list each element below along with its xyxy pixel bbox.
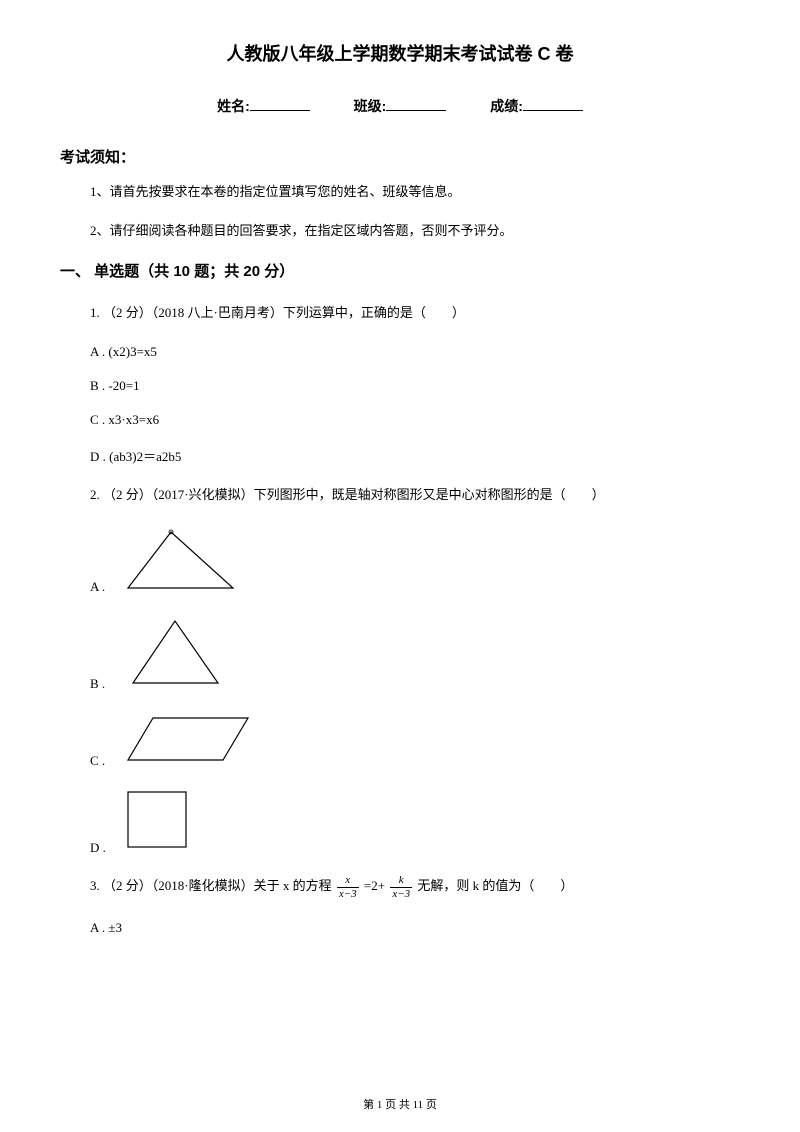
q3-frac1-num: x: [337, 875, 359, 888]
q1-b-text: B . -20=1: [90, 378, 140, 394]
name-label: 姓名:: [217, 98, 250, 114]
q2-option-c: C .: [90, 710, 740, 769]
q1-d-text: D . (ab3)2＝a2b5: [90, 446, 181, 465]
triangle-b-shape: [123, 613, 228, 692]
score-label: 成绩:: [490, 98, 523, 114]
notice-item-1: 1、请首先按要求在本卷的指定位置填写您的姓名、班级等信息。: [90, 182, 740, 203]
q3-frac2-num: k: [390, 875, 412, 888]
triangle-a-shape: [123, 526, 238, 595]
q3-frac2: k x−3: [390, 875, 412, 900]
q3-post: 无解，则 k 的值为（ ）: [417, 878, 573, 893]
notice-title: 考试须知：: [60, 146, 740, 167]
parallelogram-c-shape: [123, 710, 253, 769]
info-line: 姓名: 班级: 成绩:: [60, 96, 740, 116]
q3-a-text: A . ±3: [90, 920, 122, 936]
q3-frac1: x x−3: [337, 875, 359, 900]
q1-option-c: C . x3·x3=x6: [90, 412, 740, 428]
q1-option-d: D . (ab3)2＝a2b5: [90, 446, 740, 465]
score-blank[interactable]: [523, 110, 583, 111]
page-title: 人教版八年级上学期数学期末考试试卷 C 卷: [60, 40, 740, 66]
q2-option-b: B .: [90, 613, 740, 692]
square-d-shape: [123, 787, 193, 856]
q3-stem: 3. （2 分）（2018·隆化模拟）关于 x 的方程 x x−3 =2+ k …: [90, 874, 740, 900]
q2-b-label: B .: [90, 676, 115, 692]
q3-pre: 3. （2 分）（2018·隆化模拟）关于 x 的方程: [90, 878, 335, 893]
notice-item-2: 2、请仔细阅读各种题目的回答要求，在指定区域内答题，否则不予评分。: [90, 221, 740, 242]
q2-option-a: A .: [90, 526, 740, 595]
page-footer: 第 1 页 共 11 页: [0, 1096, 800, 1112]
q3-frac2-den: x−3: [390, 888, 412, 900]
q3-frac1-den: x−3: [337, 888, 359, 900]
q3-option-a: A . ±3: [90, 920, 740, 936]
class-label: 班级:: [354, 98, 387, 114]
class-blank[interactable]: [386, 110, 446, 111]
q2-stem: 2. （2 分）（2017·兴化模拟）下列图形中，既是轴对称图形又是中心对称图形…: [90, 483, 740, 506]
q1-c-text: C . x3·x3=x6: [90, 412, 159, 428]
q1-a-text: A . (x2)3=x5: [90, 344, 157, 360]
section-1-title: 一、 单选题（共 10 题；共 20 分）: [60, 260, 740, 281]
name-blank[interactable]: [250, 110, 310, 111]
q1-stem: 1. （2 分）（2018 八上·巴南月考）下列运算中，正确的是（ ）: [90, 301, 740, 324]
q2-d-label: D .: [90, 840, 115, 856]
q3-mid: =2+: [364, 878, 388, 893]
q2-a-label: A .: [90, 579, 115, 595]
q1-option-a: A . (x2)3=x5: [90, 344, 740, 360]
q2-c-label: C .: [90, 753, 115, 769]
q1-option-b: B . -20=1: [90, 378, 740, 394]
q2-option-d: D .: [90, 787, 740, 856]
